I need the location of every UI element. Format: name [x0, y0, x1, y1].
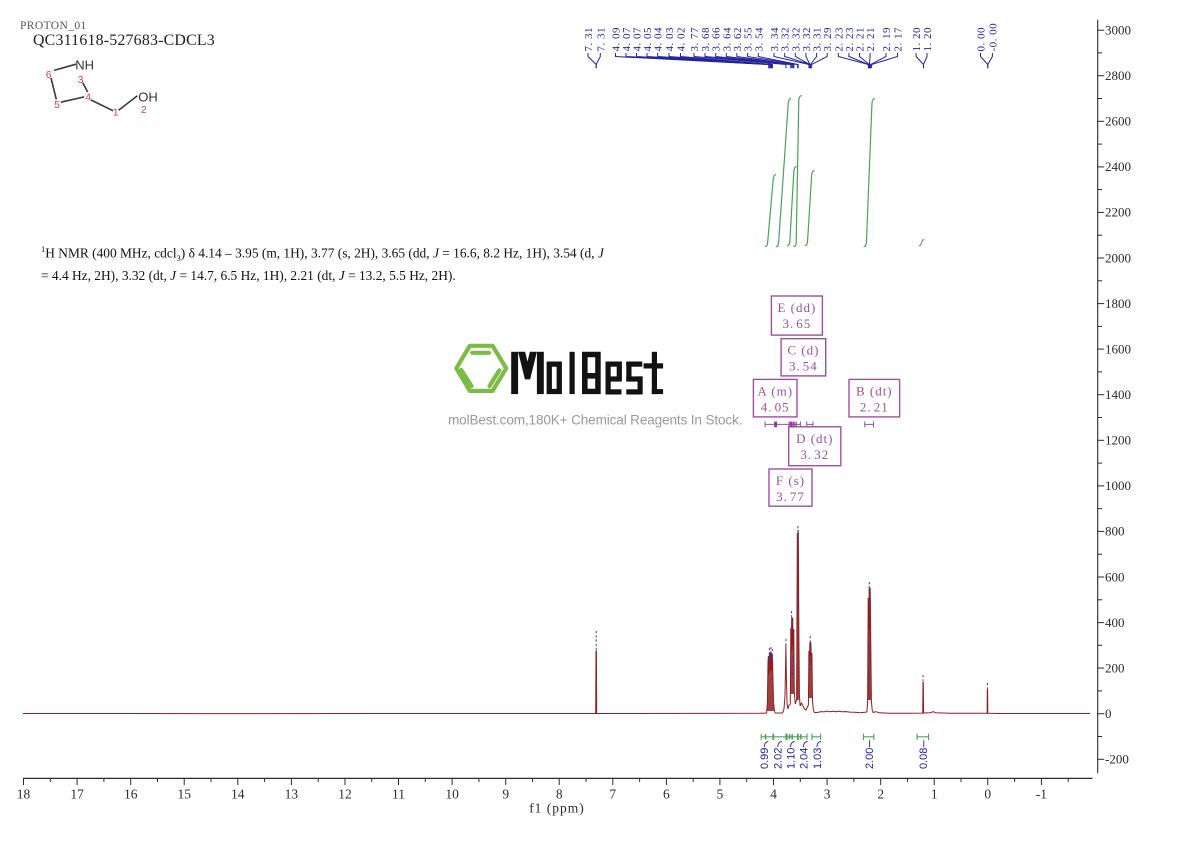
svg-text:2600: 2600 [1105, 114, 1131, 129]
svg-text:3. 65: 3. 65 [782, 316, 811, 331]
svg-text:0.99: 0.99 [759, 748, 771, 769]
svg-text:200: 200 [1105, 660, 1125, 675]
svg-text:3. 77: 3. 77 [689, 27, 701, 52]
svg-text:4: 4 [85, 91, 91, 103]
svg-text:3. 62: 3. 62 [732, 27, 744, 52]
svg-text:4. 05: 4. 05 [642, 27, 654, 52]
svg-text:5: 5 [717, 787, 724, 802]
svg-text:10: 10 [445, 787, 459, 802]
svg-text:2.00: 2.00 [864, 748, 876, 769]
svg-text:4. 09: 4. 09 [611, 27, 623, 52]
svg-text:1.10: 1.10 [786, 748, 798, 769]
svg-text:4. 07: 4. 07 [632, 27, 644, 52]
svg-text:2.02: 2.02 [773, 748, 785, 769]
svg-text:15: 15 [177, 787, 191, 802]
svg-text:2: 2 [877, 787, 884, 802]
svg-text:3. 31: 3. 31 [812, 27, 824, 52]
svg-text:6: 6 [46, 69, 52, 81]
svg-text:3. 54: 3. 54 [753, 27, 765, 52]
svg-text:1000: 1000 [1105, 478, 1131, 493]
svg-text:F (s): F (s) [776, 473, 805, 488]
svg-text:3. 77: 3. 77 [776, 489, 805, 504]
svg-text:3. 32: 3. 32 [790, 27, 802, 52]
svg-text:4. 05: 4. 05 [761, 399, 790, 414]
svg-text:-200: -200 [1105, 752, 1129, 767]
svg-text:4: 4 [770, 787, 777, 802]
svg-text:3. 32: 3. 32 [800, 447, 829, 462]
svg-text:3: 3 [78, 74, 84, 86]
svg-text:2800: 2800 [1105, 68, 1131, 83]
svg-text:0: 0 [984, 787, 991, 802]
svg-text:0.08: 0.08 [918, 748, 930, 769]
svg-text:3. 55: 3. 55 [743, 27, 755, 52]
svg-text:3. 29: 3. 29 [822, 27, 834, 52]
svg-text:400: 400 [1105, 615, 1125, 630]
svg-text:1800: 1800 [1105, 296, 1131, 311]
svg-text:5: 5 [54, 99, 60, 111]
svg-text:-0. 00: -0. 00 [987, 23, 999, 52]
svg-text:800: 800 [1105, 524, 1125, 539]
svg-text:1. 20: 1. 20 [922, 27, 934, 52]
svg-text:-1: -1 [1036, 787, 1047, 802]
svg-text:4. 03: 4. 03 [664, 27, 676, 52]
svg-text:2.04: 2.04 [798, 748, 810, 769]
svg-text:2: 2 [141, 104, 147, 116]
svg-text:4. 02: 4. 02 [676, 27, 688, 52]
svg-text:11: 11 [392, 787, 405, 802]
svg-text:2. 23: 2. 23 [833, 27, 845, 52]
svg-text:2. 21: 2. 21 [865, 27, 877, 52]
svg-text:3. 32: 3. 32 [801, 27, 813, 52]
svg-text:9: 9 [502, 787, 509, 802]
svg-text:3. 64: 3. 64 [721, 27, 733, 52]
svg-text:3000: 3000 [1105, 23, 1131, 38]
svg-text:600: 600 [1105, 569, 1125, 584]
svg-text:2200: 2200 [1105, 205, 1131, 220]
svg-text:NH: NH [75, 58, 94, 73]
svg-text:2. 17: 2. 17 [893, 27, 905, 52]
svg-text:3: 3 [824, 787, 831, 802]
svg-text:0. 00: 0. 00 [976, 27, 988, 52]
svg-text:1.03: 1.03 [812, 748, 824, 769]
svg-text:1600: 1600 [1105, 341, 1131, 356]
svg-text:1200: 1200 [1105, 433, 1131, 448]
svg-text:4. 04: 4. 04 [653, 27, 665, 52]
svg-text:3. 66: 3. 66 [711, 27, 723, 52]
svg-text:3. 32: 3. 32 [780, 27, 792, 52]
svg-text:B (dt): B (dt) [856, 383, 893, 398]
svg-text:D (dt): D (dt) [796, 431, 833, 446]
svg-text:A (m): A (m) [757, 383, 793, 398]
svg-text:2. 23: 2. 23 [844, 27, 856, 52]
svg-text:E (dd): E (dd) [777, 300, 816, 315]
svg-text:1. 20: 1. 20 [911, 27, 923, 52]
svg-text:6: 6 [663, 787, 670, 802]
svg-text:16: 16 [124, 787, 138, 802]
svg-text:4. 07: 4. 07 [621, 27, 633, 52]
svg-text:17: 17 [70, 787, 84, 802]
svg-text:OH: OH [138, 90, 158, 105]
svg-text:2. 21: 2. 21 [860, 399, 889, 414]
svg-text:3. 34: 3. 34 [769, 27, 781, 52]
svg-text:1: 1 [931, 787, 938, 802]
svg-text:7: 7 [609, 787, 616, 802]
svg-text:3. 54: 3. 54 [789, 359, 818, 374]
svg-text:2. 19: 2. 19 [881, 27, 893, 52]
svg-text:molBest.com,180K+ Chemical Rea: molBest.com,180K+ Chemical Reagents In S… [448, 412, 742, 427]
svg-text:2000: 2000 [1105, 250, 1131, 265]
svg-text:13: 13 [285, 787, 299, 802]
svg-text:0: 0 [1105, 706, 1112, 721]
svg-text:C (d): C (d) [787, 343, 819, 358]
svg-text:7. 31: 7. 31 [583, 27, 595, 52]
svg-text:1: 1 [113, 106, 119, 118]
svg-text:2400: 2400 [1105, 159, 1131, 174]
svg-text:7. 31: 7. 31 [595, 27, 607, 52]
svg-text:12: 12 [338, 787, 352, 802]
svg-text:18: 18 [17, 787, 31, 802]
svg-text:8: 8 [556, 787, 563, 802]
svg-text:2. 21: 2. 21 [855, 27, 867, 52]
svg-text:f1 (ppm): f1 (ppm) [529, 801, 585, 816]
svg-text:3. 68: 3. 68 [700, 27, 712, 52]
svg-text:14: 14 [231, 787, 245, 802]
svg-text:1400: 1400 [1105, 387, 1131, 402]
